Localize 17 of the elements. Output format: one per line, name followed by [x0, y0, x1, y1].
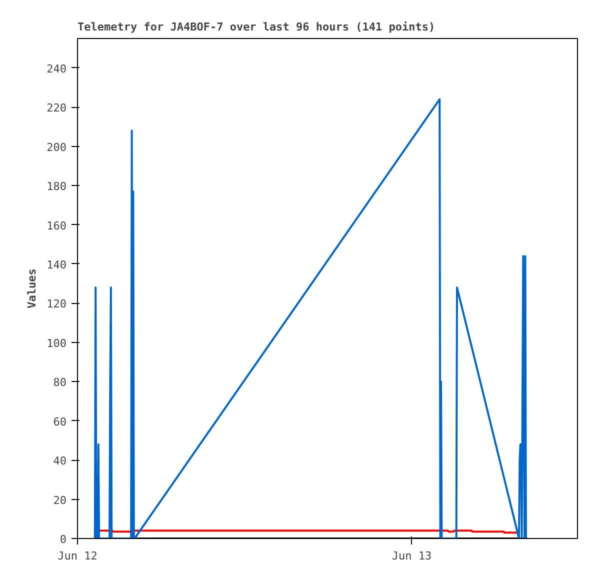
y-tick-label: 0 — [60, 533, 66, 546]
y-tick-label: 100 — [46, 336, 67, 350]
x-tick-label: Jun 13 — [392, 550, 432, 562]
y-tick-label: 160 — [46, 219, 67, 232]
y-tick-label: 60 — [53, 415, 67, 428]
y-tick-label: 140 — [46, 258, 67, 272]
y-tick-label: 40 — [53, 454, 67, 468]
y-tick-label: 220 — [46, 102, 67, 115]
y-tick-label: 200 — [46, 140, 67, 154]
y-tick-label: 120 — [46, 298, 67, 311]
chart-title: Telemetry for JA4BOF-7 over last 96 hours (141 points) — [78, 20, 436, 34]
x-tick-label: Jun 12 — [58, 550, 98, 562]
y-tick-label: 80 — [53, 376, 67, 390]
y-axis-title: Values — [26, 268, 39, 308]
y-tick-label: 180 — [46, 180, 67, 194]
y-tick-label: 20 — [53, 494, 67, 507]
y-tick-label: 240 — [46, 62, 67, 76]
